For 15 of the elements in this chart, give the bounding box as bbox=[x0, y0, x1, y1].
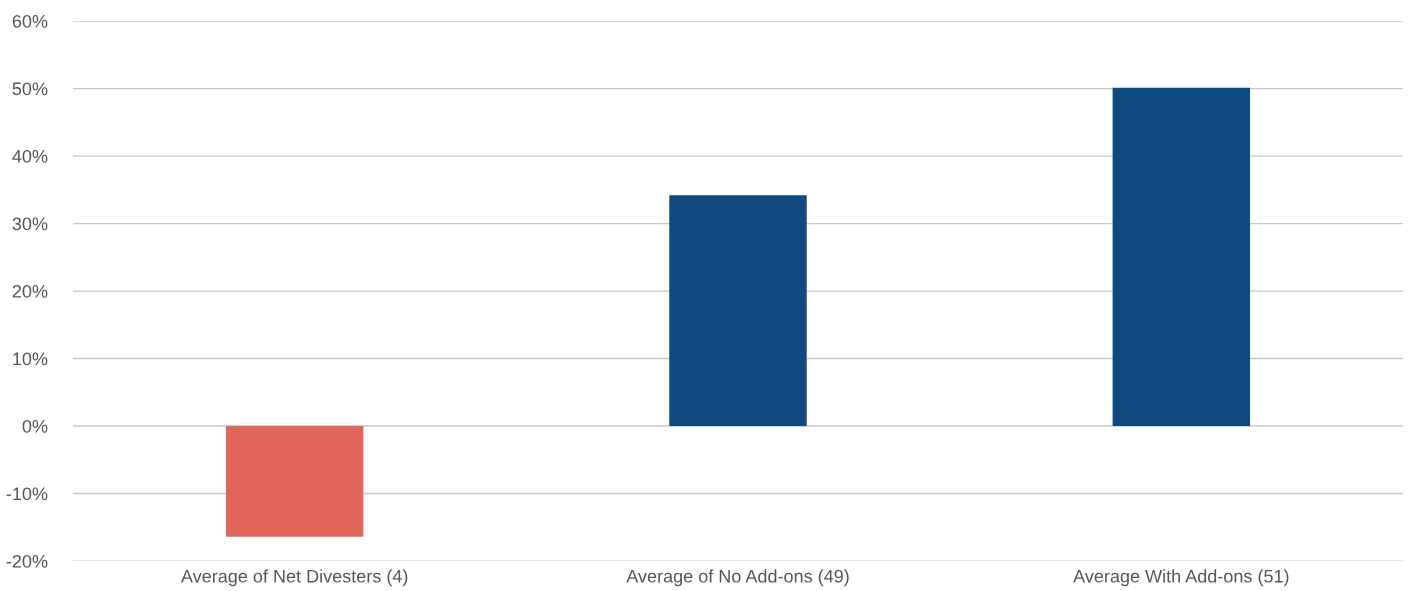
x-tick-label: Average With Add-ons (51) bbox=[1073, 569, 1289, 587]
x-tick-label: Average of Net Divesters (4) bbox=[180, 569, 408, 587]
y-tick-label: -10% bbox=[6, 487, 48, 501]
bar bbox=[1112, 87, 1251, 426]
y-tick-label: 20% bbox=[12, 284, 48, 298]
y-tick-label: -20% bbox=[6, 554, 48, 568]
y-tick-label: 10% bbox=[13, 352, 48, 366]
bar bbox=[225, 426, 364, 537]
y-tick-label: 40% bbox=[12, 149, 48, 163]
bar bbox=[669, 195, 807, 426]
x-tick-label: Average of No Add-ons (49) bbox=[626, 569, 849, 587]
y-tick-label: 0% bbox=[22, 419, 48, 433]
y-tick-label: 50% bbox=[12, 82, 48, 96]
y-tick-label: 30% bbox=[12, 217, 48, 231]
y-tick-label: 60% bbox=[12, 14, 48, 28]
